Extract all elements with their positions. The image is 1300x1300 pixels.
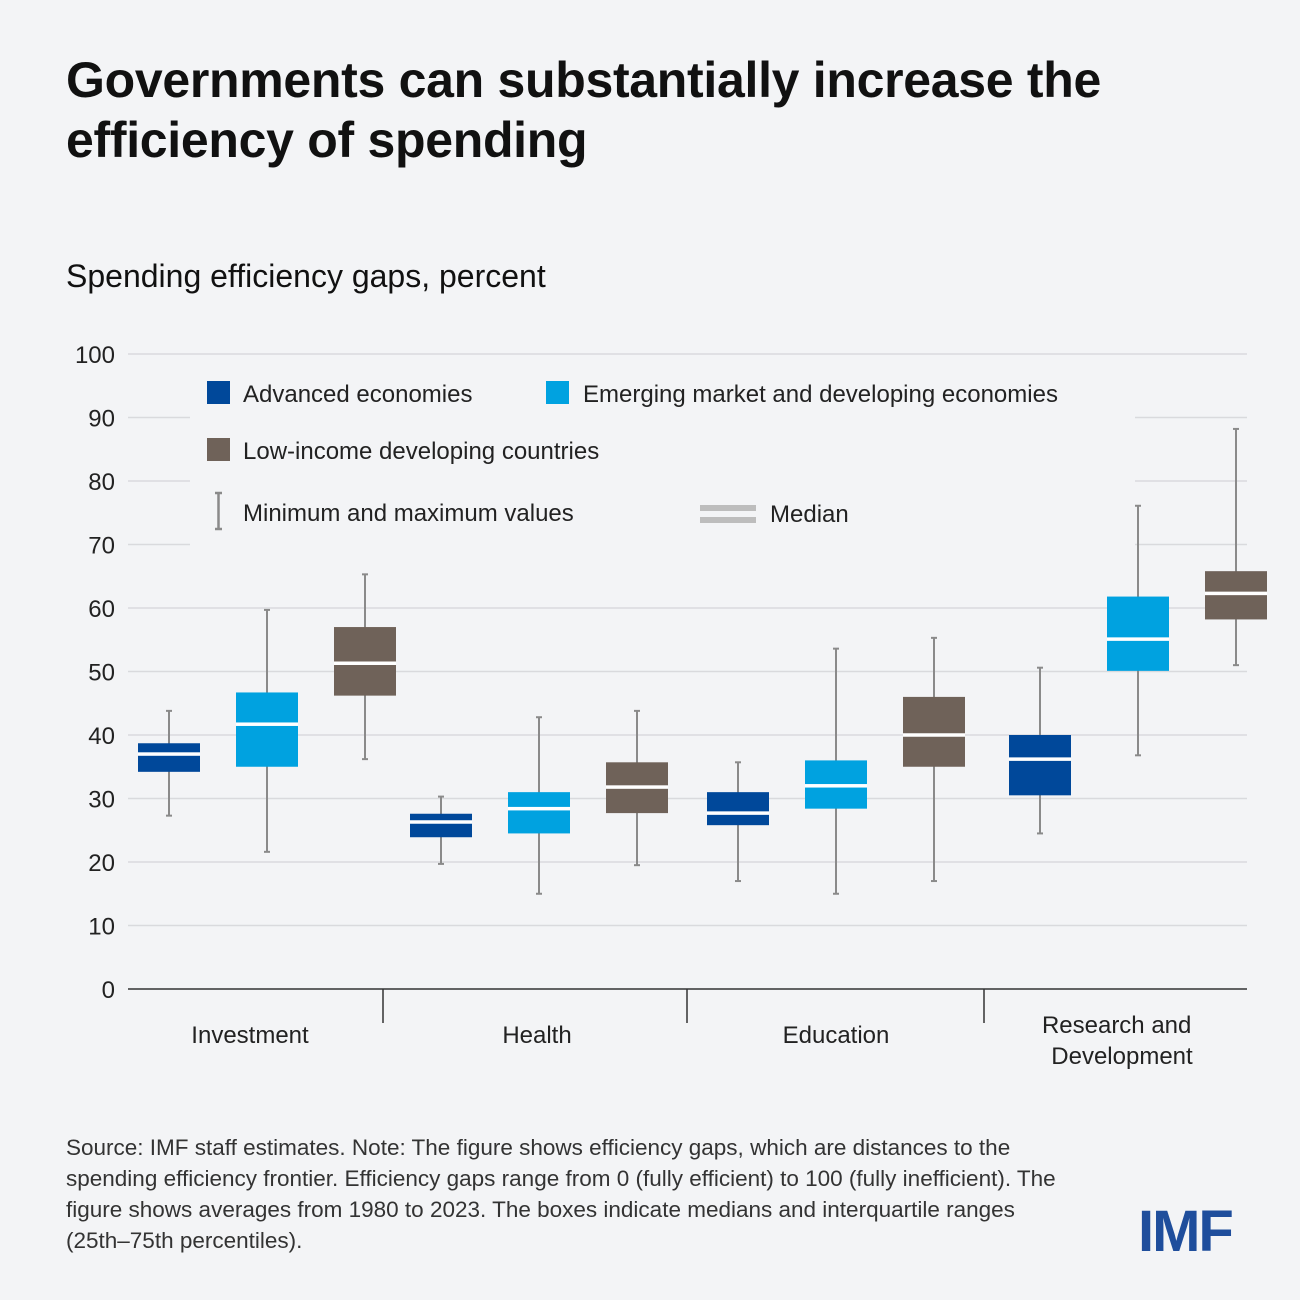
legend-label-median: Median: [770, 501, 849, 528]
legend: Advanced economies Emerging market and d…: [207, 381, 1058, 531]
median-lowincome-education: [903, 733, 965, 737]
y-tick-label-100: 100: [75, 342, 115, 369]
box-emerging-investment: [236, 692, 298, 767]
median-lowincome-health: [606, 785, 668, 789]
box-emerging-health: [508, 792, 570, 834]
box-plots: [138, 427, 1267, 895]
median-emerging-health: [508, 806, 570, 811]
box-emerging-research-and-development: [1107, 596, 1169, 671]
category-label-investment: Investment: [191, 1022, 309, 1049]
category-label-rd-line2: Development: [1051, 1043, 1193, 1070]
y-tick-label-60: 60: [88, 596, 115, 623]
legend-median-icon-bottom: [700, 517, 756, 523]
legend-label-lowincome: Low-income developing countries: [243, 438, 599, 465]
median-emerging-investment: [236, 722, 298, 726]
legend-median-icon-top: [700, 505, 756, 511]
y-tick-label-20: 20: [88, 850, 115, 877]
median-emerging-education: [805, 784, 867, 788]
median-lowincome-investment: [334, 661, 396, 665]
y-tick-label-50: 50: [88, 660, 115, 687]
box-advanced-investment: [138, 743, 200, 772]
category-label-research-and-development: Research and Development: [1042, 1012, 1198, 1070]
legend-swatch-emerging: [546, 381, 569, 404]
source-note: Source: IMF staff estimates. Note: The f…: [66, 1135, 1056, 1253]
y-tick-label-10: 10: [88, 914, 115, 941]
y-tick-label-40: 40: [88, 723, 115, 750]
chart-title: Governments can substantially increase t…: [66, 52, 1102, 168]
y-axis-ticks: 0 10 20 30 40 50 60 70 80 90 100: [75, 342, 115, 1004]
y-tick-label-80: 80: [88, 469, 115, 496]
legend-swatch-lowincome: [207, 438, 230, 461]
legend-background: [190, 368, 1135, 546]
legend-swatch-advanced: [207, 381, 230, 404]
median-advanced-research-and-development: [1009, 757, 1071, 761]
chart-subtitle: Spending efficiency gaps, percent: [66, 258, 546, 294]
legend-label-emerging: Emerging market and developing economies: [583, 381, 1058, 408]
y-tick-label-30: 30: [88, 787, 115, 814]
median-advanced-investment: [138, 752, 200, 756]
median-lowincome-research-and-development: [1205, 591, 1267, 596]
median-emerging-research-and-development: [1107, 637, 1169, 641]
y-tick-label-90: 90: [88, 406, 115, 433]
y-tick-label-70: 70: [88, 533, 115, 560]
box-advanced-research-and-development: [1009, 735, 1071, 796]
median-advanced-education: [707, 811, 769, 815]
box-lowincome-research-and-development: [1205, 571, 1267, 620]
category-label-rd-line1: Research and: [1042, 1012, 1191, 1039]
box-lowincome-education: [903, 696, 965, 767]
category-label-education: Education: [783, 1022, 890, 1049]
box-lowincome-investment: [334, 627, 396, 696]
imf-logo: IMF: [1138, 1199, 1234, 1264]
box-advanced-health: [410, 813, 472, 838]
median-advanced-health: [410, 820, 472, 824]
category-label-health: Health: [502, 1022, 571, 1049]
legend-label-minmax: Minimum and maximum values: [243, 500, 574, 527]
legend-label-advanced: Advanced economies: [243, 381, 472, 408]
y-tick-label-0: 0: [102, 977, 115, 1004]
box-advanced-education: [707, 792, 769, 826]
